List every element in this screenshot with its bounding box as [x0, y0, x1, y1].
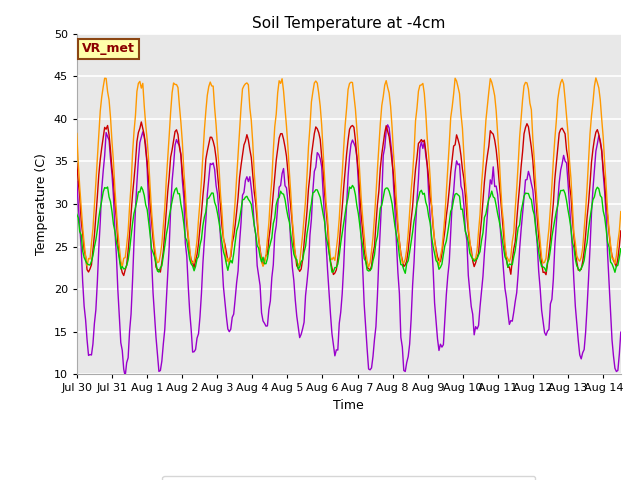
Legend: Tair, Tsoil set 1, Tsoil set 2, Tsoil set 3: Tair, Tsoil set 1, Tsoil set 2, Tsoil se… — [163, 476, 535, 480]
X-axis label: Time: Time — [333, 399, 364, 412]
Y-axis label: Temperature (C): Temperature (C) — [35, 153, 48, 255]
Text: VR_met: VR_met — [82, 42, 135, 55]
Title: Soil Temperature at -4cm: Soil Temperature at -4cm — [252, 16, 445, 31]
